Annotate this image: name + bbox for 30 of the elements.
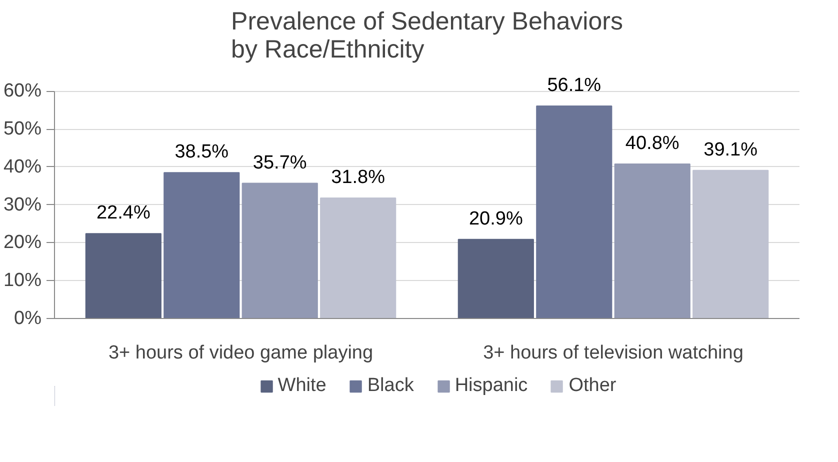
legend-label: Hispanic <box>454 375 528 397</box>
legend-label: Black <box>367 375 414 397</box>
data-label: 39.1% <box>704 139 758 160</box>
data-label: 56.1% <box>547 75 602 96</box>
data-label: 40.8% <box>625 132 680 154</box>
y-tick-label: 20% <box>3 232 42 254</box>
x-tick-label: 3+ hours of video game playing <box>108 342 374 364</box>
data-label: 35.7% <box>252 152 307 174</box>
legend-label: Other <box>568 375 616 397</box>
bar <box>614 163 690 318</box>
x-tick-label: 3+ hours of television watching <box>483 342 744 364</box>
y-tick-label: 30% <box>3 194 42 216</box>
bar <box>692 170 769 318</box>
legend-label: White <box>278 375 326 397</box>
y-tick-label: 0% <box>14 308 42 329</box>
data-label: 31.8% <box>331 167 386 188</box>
chart-title: Prevalence of Sedentary Behaviors by Race/Ethnicity <box>231 8 623 64</box>
data-label: 20.9% <box>468 208 523 230</box>
bar <box>458 238 534 318</box>
bar <box>536 106 612 318</box>
bar <box>85 233 162 318</box>
y-tick-label: 50% <box>3 118 42 140</box>
y-tick-label: 40% <box>3 156 42 178</box>
data-label: 22.4% <box>96 202 150 224</box>
data-label: 38.5% <box>174 142 229 163</box>
bar <box>320 198 396 318</box>
y-tick-label: 60% <box>3 80 42 102</box>
y-tick-label: 10% <box>3 270 42 292</box>
bar <box>242 182 318 318</box>
bar <box>164 172 240 318</box>
